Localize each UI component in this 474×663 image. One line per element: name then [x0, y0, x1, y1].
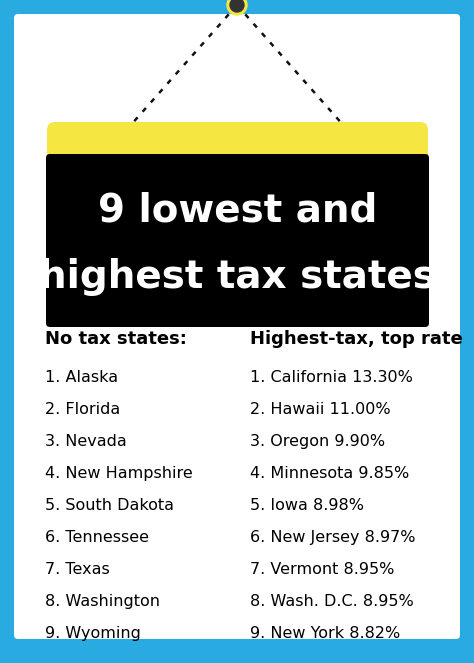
- Text: 3. Oregon 9.90%: 3. Oregon 9.90%: [250, 434, 385, 449]
- Text: 4. New Hampshire: 4. New Hampshire: [45, 466, 193, 481]
- Text: 8. Wash. D.C. 8.95%: 8. Wash. D.C. 8.95%: [250, 594, 414, 609]
- Text: 8. Washington: 8. Washington: [45, 594, 160, 609]
- Text: 4. Minnesota 9.85%: 4. Minnesota 9.85%: [250, 466, 409, 481]
- Text: 9. New York 8.82%: 9. New York 8.82%: [250, 626, 400, 641]
- Text: 1. California 13.30%: 1. California 13.30%: [250, 370, 413, 385]
- Text: 7. Texas: 7. Texas: [45, 562, 110, 577]
- Text: 6. New Jersey 8.97%: 6. New Jersey 8.97%: [250, 530, 416, 545]
- Text: Highest-tax, top rate: Highest-tax, top rate: [250, 330, 463, 348]
- FancyBboxPatch shape: [47, 122, 428, 313]
- Text: 1. Alaska: 1. Alaska: [45, 370, 118, 385]
- Text: No tax states:: No tax states:: [45, 330, 187, 348]
- Text: 6. Tennessee: 6. Tennessee: [45, 530, 149, 545]
- FancyBboxPatch shape: [46, 154, 429, 327]
- Text: 7. Vermont 8.95%: 7. Vermont 8.95%: [250, 562, 394, 577]
- Text: 3. Nevada: 3. Nevada: [45, 434, 127, 449]
- Text: highest tax states: highest tax states: [39, 258, 436, 296]
- Text: 2. Hawaii 11.00%: 2. Hawaii 11.00%: [250, 402, 391, 417]
- Text: 9 lowest and: 9 lowest and: [98, 192, 377, 230]
- Circle shape: [227, 0, 247, 15]
- Text: 9. Wyoming: 9. Wyoming: [45, 626, 141, 641]
- Text: 2. Florida: 2. Florida: [45, 402, 120, 417]
- Circle shape: [230, 0, 244, 12]
- FancyBboxPatch shape: [14, 14, 460, 639]
- Text: 5. South Dakota: 5. South Dakota: [45, 498, 174, 513]
- Text: 5. Iowa 8.98%: 5. Iowa 8.98%: [250, 498, 364, 513]
